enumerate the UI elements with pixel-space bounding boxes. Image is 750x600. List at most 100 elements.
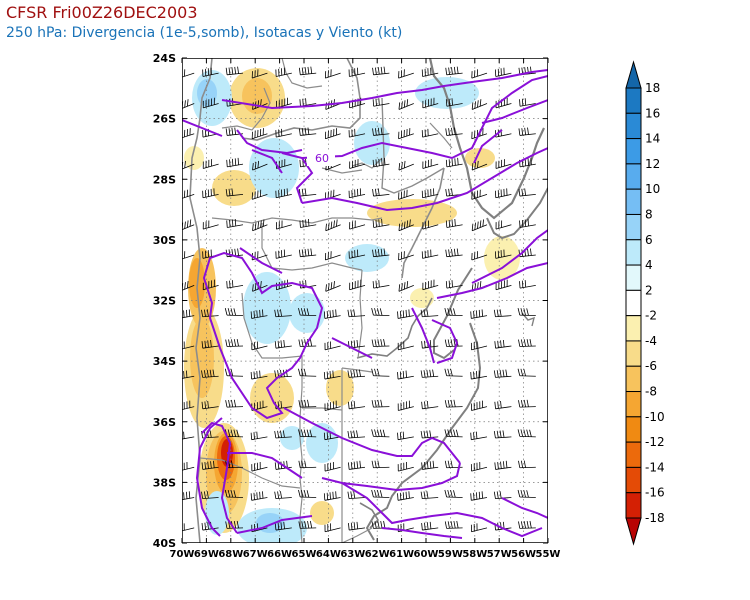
- latitude-tick-labels: 24S 26S 28S 30S 32S 34S 36S 38S 40S: [153, 52, 176, 550]
- map-canvas: 60: [182, 58, 548, 543]
- wind-barb: [470, 400, 488, 411]
- wind-barb: [182, 309, 195, 319]
- wind-barb: [444, 339, 463, 347]
- lon-tick-label: 66W: [267, 549, 292, 560]
- colorbar-label: -14: [645, 460, 665, 474]
- wind-barb: [493, 309, 512, 318]
- wind-barb: [494, 339, 512, 349]
- wind-barb: [470, 491, 488, 501]
- lon-tick-label: 63W: [340, 549, 365, 560]
- wind-barb: [444, 520, 463, 529]
- wind-barb: [202, 67, 219, 77]
- wind-barb: [471, 251, 488, 261]
- wind-barb: [398, 128, 414, 140]
- wind-barb: [324, 69, 341, 79]
- lon-tick-label: 69W: [194, 549, 219, 560]
- wind-barb: [201, 491, 219, 500]
- wind-barb: [325, 219, 341, 232]
- colorbar-label: 4: [645, 258, 653, 272]
- wind-barb: [519, 280, 536, 289]
- colorbar-swatches: [625, 60, 642, 546]
- wind-barb: [444, 308, 463, 317]
- wind-barb: [182, 341, 195, 350]
- colorbar-label: -8: [645, 385, 657, 399]
- wind-barb: [371, 460, 390, 469]
- wind-barb: [495, 249, 512, 259]
- wind-barb: [348, 188, 366, 199]
- wind-barb: [226, 218, 244, 228]
- wind-barb: [250, 309, 268, 319]
- wind-barb: [519, 218, 536, 228]
- wind-barb: [397, 341, 414, 351]
- lon-tick-label: 60W: [414, 549, 439, 560]
- wind-barb: [444, 399, 463, 408]
- wind-barb: [349, 220, 366, 230]
- lat-tick-label: 26S: [153, 113, 176, 126]
- wind-barb: [323, 309, 341, 319]
- wind-barb: [348, 128, 366, 138]
- wind-barb: [347, 369, 366, 378]
- wind-barb: [471, 99, 488, 110]
- lat-tick-label: 38S: [153, 476, 176, 489]
- wind-barb: [347, 309, 366, 318]
- wind-barb: [518, 127, 536, 136]
- colorbar-swatch: [625, 264, 642, 291]
- wind-barb: [398, 69, 414, 79]
- wind-barb: [224, 308, 244, 317]
- colorbar-swatch: [625, 492, 642, 519]
- wind-barb: [201, 460, 219, 470]
- wind-barb: [226, 280, 244, 289]
- isotach-contours: [182, 69, 548, 539]
- wind-barb: [182, 370, 195, 379]
- wind-barb: [470, 431, 488, 441]
- wind-barb: [470, 370, 488, 380]
- colorbar-label: -12: [645, 435, 665, 449]
- wind-barb: [251, 128, 268, 140]
- lat-tick-label: 28S: [153, 173, 176, 186]
- wind-barb: [421, 128, 439, 138]
- wind-barb: [421, 460, 439, 470]
- wind-barb: [252, 160, 268, 171]
- wind-barb: [397, 491, 414, 501]
- wind-barb: [371, 308, 390, 317]
- wind-barb: [225, 339, 244, 347]
- wind-barb: [445, 280, 463, 289]
- wind-barb: [371, 399, 390, 408]
- wind-barb: [202, 220, 219, 230]
- wind-barb: [420, 369, 439, 378]
- wind-barb: [274, 339, 292, 349]
- wind-barb: [182, 189, 195, 199]
- colorbar-label: -18: [645, 511, 665, 525]
- colorbar-swatch: [625, 466, 642, 494]
- lon-tick-label: 62W: [365, 549, 390, 560]
- wind-barb: [444, 429, 463, 438]
- wind-barb: [298, 248, 317, 258]
- wind-barb: [518, 399, 536, 408]
- wind-barb: [298, 399, 317, 408]
- wind-barb: [518, 460, 536, 469]
- isotach-label: 60: [315, 152, 329, 165]
- wind-barb: [298, 520, 317, 529]
- wind-barb: [471, 160, 488, 171]
- wind-barb: [201, 339, 219, 349]
- colorbar-swatch: [625, 213, 642, 241]
- wind-barb: [201, 369, 219, 378]
- wind-barb: [348, 67, 366, 77]
- colorbar-label: 18: [645, 81, 660, 95]
- wind-barb: [298, 368, 317, 377]
- wind-barb: [349, 279, 366, 291]
- wind-barb: [519, 98, 536, 107]
- wind-barb: [348, 460, 366, 470]
- wind-barb: [225, 399, 244, 408]
- colorbar-swatch: [625, 315, 642, 342]
- wind-barb: [372, 248, 390, 258]
- colorbar-swatch: [625, 289, 642, 317]
- wind-barb: [372, 127, 390, 136]
- chart-subtitle: 250 hPa: Divergencia (1e-5,somb), Isotac…: [6, 25, 403, 41]
- wind-barb: [298, 429, 317, 438]
- colorbar-label: 10: [645, 182, 660, 196]
- wind-barb: [471, 219, 488, 232]
- wind-barb: [372, 157, 390, 168]
- wind-barb: [470, 341, 488, 351]
- wind-barb: [225, 188, 244, 197]
